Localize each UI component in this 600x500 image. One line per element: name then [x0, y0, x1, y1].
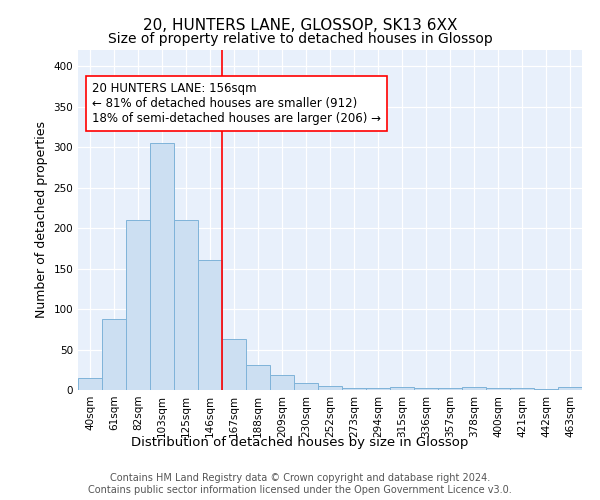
- Bar: [438, 388, 462, 390]
- Bar: [174, 220, 198, 390]
- Bar: [246, 365, 270, 390]
- Bar: [198, 260, 222, 390]
- Bar: [270, 374, 294, 390]
- Text: 20 HUNTERS LANE: 156sqm
← 81% of detached houses are smaller (912)
18% of semi-d: 20 HUNTERS LANE: 156sqm ← 81% of detache…: [92, 82, 382, 126]
- Text: Contains HM Land Registry data © Crown copyright and database right 2024.
Contai: Contains HM Land Registry data © Crown c…: [88, 474, 512, 495]
- Bar: [510, 388, 534, 390]
- Text: Distribution of detached houses by size in Glossop: Distribution of detached houses by size …: [131, 436, 469, 449]
- Bar: [126, 220, 150, 390]
- Bar: [462, 387, 486, 390]
- Text: Size of property relative to detached houses in Glossop: Size of property relative to detached ho…: [107, 32, 493, 46]
- Bar: [342, 388, 366, 390]
- Text: 20, HUNTERS LANE, GLOSSOP, SK13 6XX: 20, HUNTERS LANE, GLOSSOP, SK13 6XX: [143, 18, 457, 32]
- Bar: [78, 378, 102, 390]
- Bar: [534, 389, 558, 390]
- Bar: [150, 143, 174, 390]
- Bar: [366, 388, 390, 390]
- Y-axis label: Number of detached properties: Number of detached properties: [35, 122, 48, 318]
- Bar: [486, 388, 510, 390]
- Bar: [390, 387, 414, 390]
- Bar: [558, 387, 582, 390]
- Bar: [318, 386, 342, 390]
- Bar: [414, 388, 438, 390]
- Bar: [102, 319, 126, 390]
- Bar: [222, 339, 246, 390]
- Bar: [294, 382, 318, 390]
